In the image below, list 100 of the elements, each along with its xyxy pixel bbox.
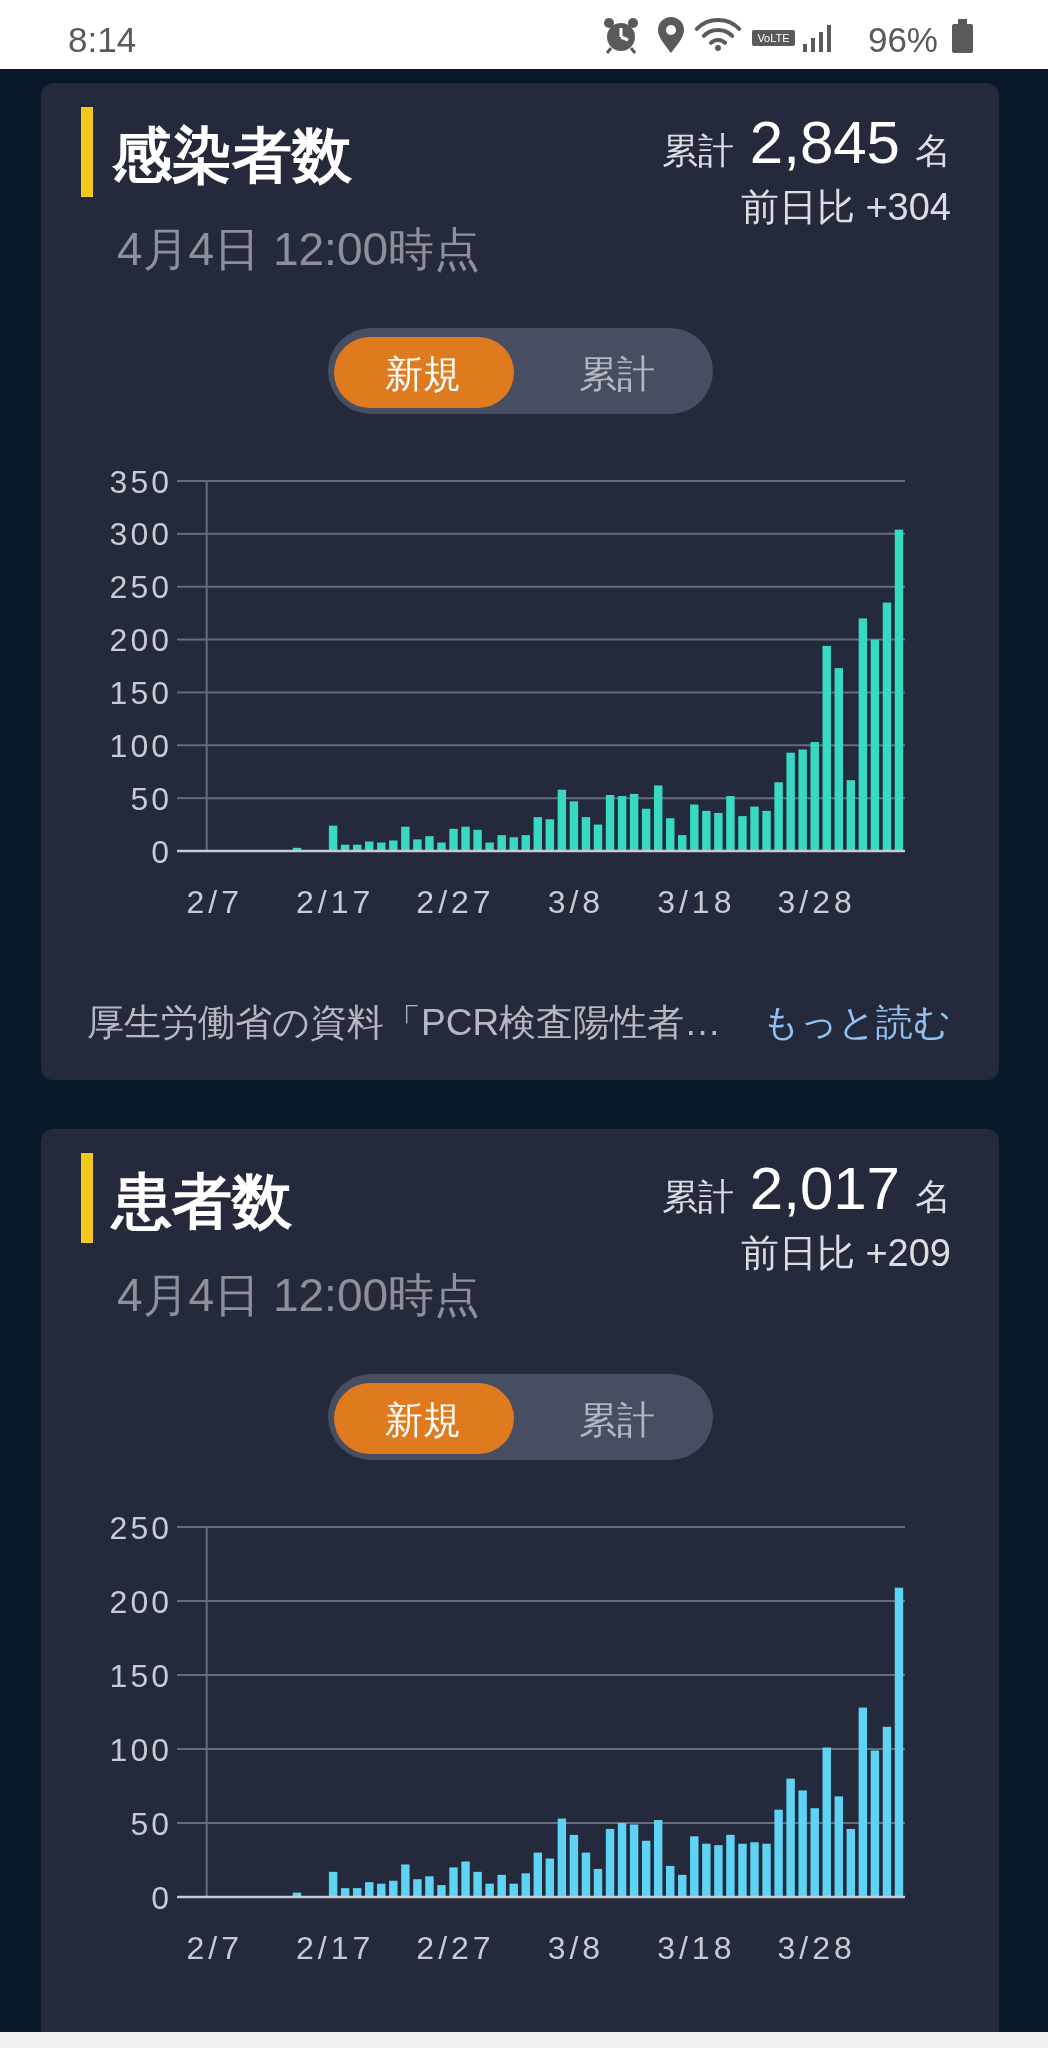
bar xyxy=(509,837,518,851)
text: もっと読む xyxy=(762,1002,951,1043)
bar xyxy=(822,1747,831,1897)
bar xyxy=(894,529,904,851)
bar xyxy=(858,1707,868,1897)
bar xyxy=(714,1845,723,1897)
bar xyxy=(569,801,579,851)
bar xyxy=(714,812,723,851)
x-tick-label: 2/17 xyxy=(295,884,375,920)
bar xyxy=(666,818,675,851)
bar xyxy=(401,826,410,851)
bar xyxy=(449,1867,458,1897)
chart-title: 患者数 xyxy=(110,1168,293,1235)
y-tick-label: 100 xyxy=(109,727,172,764)
bar xyxy=(810,742,819,851)
bar xyxy=(413,1879,422,1897)
x-tick-label: 2/7 xyxy=(186,1930,243,1966)
bar xyxy=(690,1836,699,1897)
x-tick-label: 2/27 xyxy=(416,884,495,920)
bar xyxy=(593,1868,603,1897)
bar xyxy=(870,1750,880,1897)
text: 前日比 +209 xyxy=(740,1232,951,1274)
bar xyxy=(834,668,843,851)
bar xyxy=(738,1843,747,1897)
y-tick-label: 0 xyxy=(151,833,172,870)
text: 累計 xyxy=(579,353,655,395)
bar xyxy=(822,645,831,851)
x-tick-label: 3/8 xyxy=(547,884,605,920)
bar xyxy=(834,1796,843,1897)
bar xyxy=(617,1823,627,1897)
bar xyxy=(641,808,651,851)
bar xyxy=(798,749,807,851)
bar xyxy=(533,817,542,851)
bar xyxy=(509,1883,518,1897)
bar xyxy=(798,1790,807,1897)
bar xyxy=(461,826,470,851)
bar xyxy=(786,752,795,851)
bar xyxy=(617,796,627,851)
text: 累計 xyxy=(662,130,734,171)
bar xyxy=(449,828,458,851)
bar xyxy=(666,1865,675,1897)
bar xyxy=(870,639,880,851)
bar xyxy=(641,1840,651,1897)
bar xyxy=(702,810,711,851)
x-tick-label: 2/17 xyxy=(295,1930,375,1966)
bar xyxy=(581,817,591,851)
bar xyxy=(389,840,398,851)
bar xyxy=(726,1834,735,1897)
bar xyxy=(762,1843,771,1897)
y-tick-label: 150 xyxy=(109,1657,172,1694)
chart-title: 感染者数 xyxy=(111,122,353,189)
bar xyxy=(401,1864,410,1897)
bar xyxy=(678,1874,687,1897)
bar xyxy=(328,825,338,851)
bar xyxy=(473,1871,482,1897)
bar xyxy=(858,618,868,851)
text: 累計 xyxy=(662,1176,734,1217)
y-tick-label: 250 xyxy=(109,569,172,606)
x-tick-label: 3/28 xyxy=(777,1930,856,1966)
text: 名 xyxy=(915,130,951,171)
y-tick-label: 200 xyxy=(109,622,172,659)
y-tick-label: 0 xyxy=(151,1879,172,1916)
bar xyxy=(437,1885,446,1897)
y-tick-label: 300 xyxy=(109,516,172,553)
bar xyxy=(425,1876,434,1897)
text: 新規 xyxy=(385,1399,461,1441)
bar xyxy=(365,1882,374,1897)
bar xyxy=(846,1828,856,1897)
y-tick-label: 150 xyxy=(109,674,172,711)
bar xyxy=(485,1883,494,1897)
bar xyxy=(690,804,699,851)
bar xyxy=(473,829,482,851)
bar xyxy=(569,1834,579,1897)
bar xyxy=(497,835,506,851)
bar xyxy=(521,835,530,851)
chart-subtitle: 4月4日 12:00時点 xyxy=(117,223,481,275)
text: 新規 xyxy=(385,353,461,395)
bar xyxy=(846,780,856,851)
x-tick-label: 3/18 xyxy=(657,884,736,920)
bar xyxy=(533,1852,542,1897)
bar xyxy=(786,1778,795,1897)
bar xyxy=(750,806,759,851)
text: VoLTE xyxy=(757,32,790,44)
text: 96% xyxy=(867,20,938,59)
text: 2,845 xyxy=(749,109,900,176)
text: 累計 xyxy=(579,1399,655,1441)
text: 2,017 xyxy=(749,1155,900,1222)
y-tick-label: 50 xyxy=(130,780,172,817)
bar xyxy=(365,841,374,851)
bar xyxy=(678,835,687,851)
bar xyxy=(894,1587,904,1897)
bar xyxy=(774,782,783,851)
bar xyxy=(461,1861,470,1897)
bar xyxy=(545,819,555,851)
bar xyxy=(593,824,603,851)
y-tick-label: 350 xyxy=(109,463,172,500)
x-tick-label: 2/7 xyxy=(186,884,243,920)
bar xyxy=(726,796,735,851)
bar xyxy=(653,1820,663,1897)
x-tick-label: 3/8 xyxy=(547,1930,605,1966)
